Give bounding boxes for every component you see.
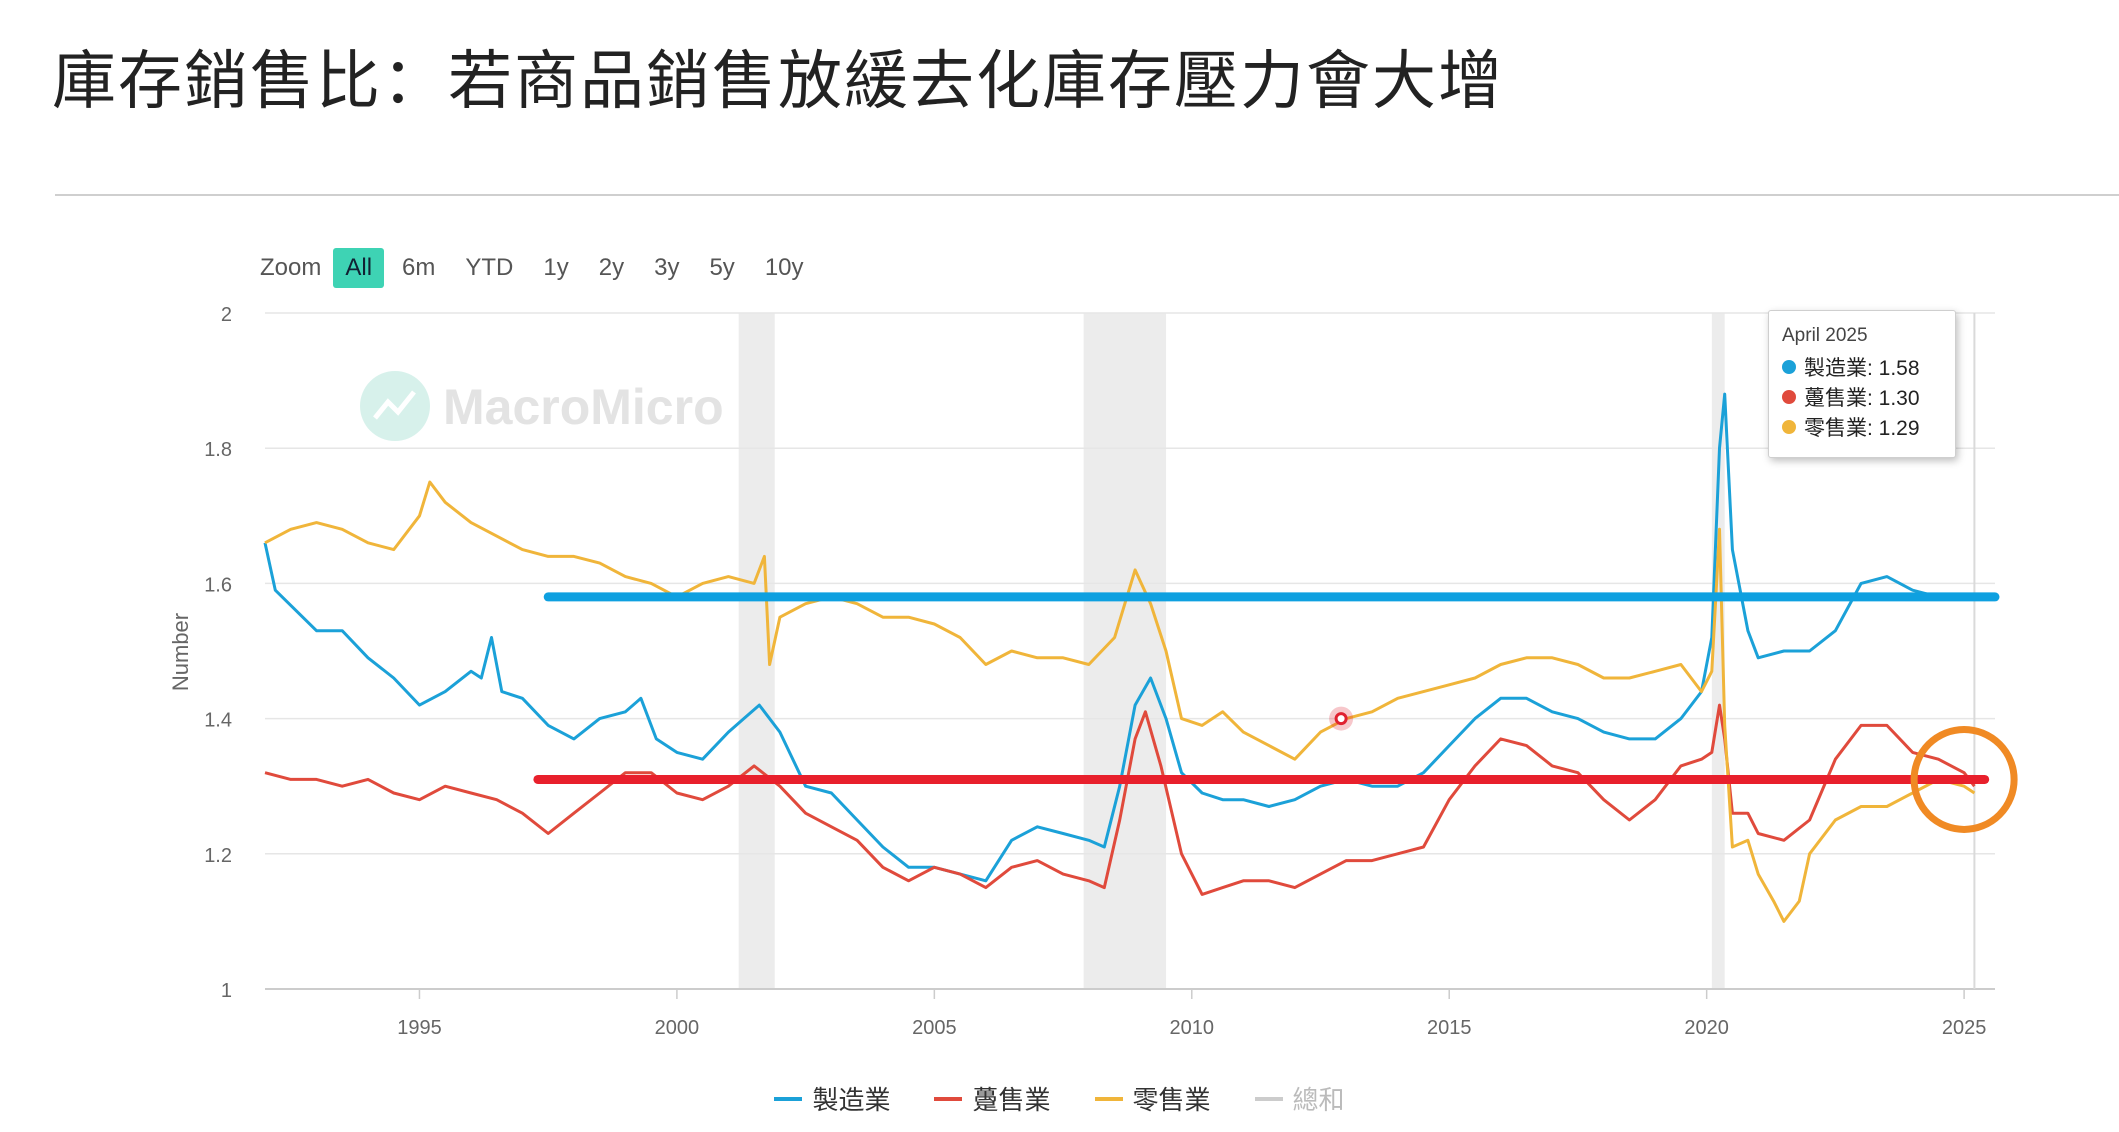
legend-swatch-icon [774,1096,803,1101]
recession-band [1083,313,1167,989]
legend-item-wholesale[interactable]: 躉售業 [934,1080,1051,1117]
tooltip-dot-icon [1782,390,1796,404]
tooltip-dot-icon [1782,360,1796,374]
x-tick-label: 2005 [912,1017,957,1039]
legend-item-total[interactable]: 總和 [1254,1080,1345,1117]
recession-bands [738,313,1725,989]
series-line [264,703,1976,896]
tooltip-date: April 2025 [1782,325,1868,346]
y-tick-label: 1.2 [204,845,232,867]
y-tick-label: 1.4 [204,710,232,732]
zoom-button-2y[interactable]: 2y [598,254,625,281]
tooltip-label: 躉售業: 1.30 [1804,387,1920,410]
watermark-logo-mark [373,390,416,420]
chart-legend: 製造業 躉售業 零售業 總和 [0,1080,2119,1117]
legend-label: 製造業 [812,1086,891,1116]
y-tick-label: 1 [221,980,232,1002]
watermark: MacroMicro [360,371,724,441]
zoom-button-ytd[interactable]: YTD [465,254,514,281]
series-lines [263,392,1976,923]
tooltip-row-manufacturing: 製造業: 1.58 [1782,353,1955,381]
legend-label: 零售業 [1132,1086,1211,1116]
axes: 1 1.2 1.4 1.6 1.8 2 1995 2000 2005 2010 2015 2020 20… [204,304,1995,1039]
zoom-button-all[interactable]: All [333,248,385,288]
zoom-button-6m[interactable]: 6m [402,254,436,281]
legend-item-manufacturing[interactable]: 製造業 [774,1080,890,1117]
series-line [263,392,1975,883]
annotations [533,592,2018,833]
page-title: 庫存銷售比：若商品銷售放緩去化庫存壓力會大增 [52,45,1504,119]
legend-swatch-icon [934,1096,963,1101]
zoom-button-10y[interactable]: 10y [764,254,804,281]
zoom-label: Zoom [260,254,322,281]
cursor-highlight-dot [1334,712,1348,726]
x-tick-label: 2025 [1942,1017,1987,1039]
zoom-button-5y[interactable]: 5y [709,254,735,281]
x-tick-label: 2000 [655,1017,700,1039]
y-axis-label: Number [168,613,193,691]
y-tick-label: 2 [221,304,232,326]
x-tick-label: 2020 [1684,1017,1729,1039]
x-tick-label: 2015 [1427,1017,1472,1039]
tooltip-dot-icon [1782,420,1796,434]
tooltip-label: 製造業: 1.58 [1804,357,1920,380]
x-tick-label: 1995 [397,1017,442,1039]
zoom-button-3y[interactable]: 3y [654,254,680,281]
tooltip-label: 零售業: 1.29 [1804,417,1920,440]
title-divider [55,194,2119,196]
zoom-button-1y[interactable]: 1y [543,254,569,281]
x-tick-label: 2010 [1170,1017,1215,1039]
recession-band [1711,313,1725,989]
legend-swatch-icon [1094,1096,1123,1101]
legend-swatch-icon [1254,1096,1283,1101]
hover-tooltip: April 2025 製造業: 1.58 躉售業: 1.30 零售業: 1.29 [1768,310,1956,458]
tooltip-row-wholesale: 躉售業: 1.30 [1782,383,1955,411]
series-line [264,480,1976,923]
highlight-circle [1910,725,2018,833]
y-tick-label: 1.8 [204,439,232,461]
legend-label: 總和 [1292,1086,1345,1116]
tooltip-row-retail: 零售業: 1.29 [1782,413,1955,441]
watermark-text: MacroMicro [443,379,724,435]
legend-label: 躉售業 [972,1086,1051,1116]
legend-item-retail[interactable]: 零售業 [1094,1080,1211,1117]
y-tick-label: 1.6 [204,574,232,596]
zoom-selector: Zoom All 6m YTD 1y 2y 3y 5y 10y [260,248,822,288]
